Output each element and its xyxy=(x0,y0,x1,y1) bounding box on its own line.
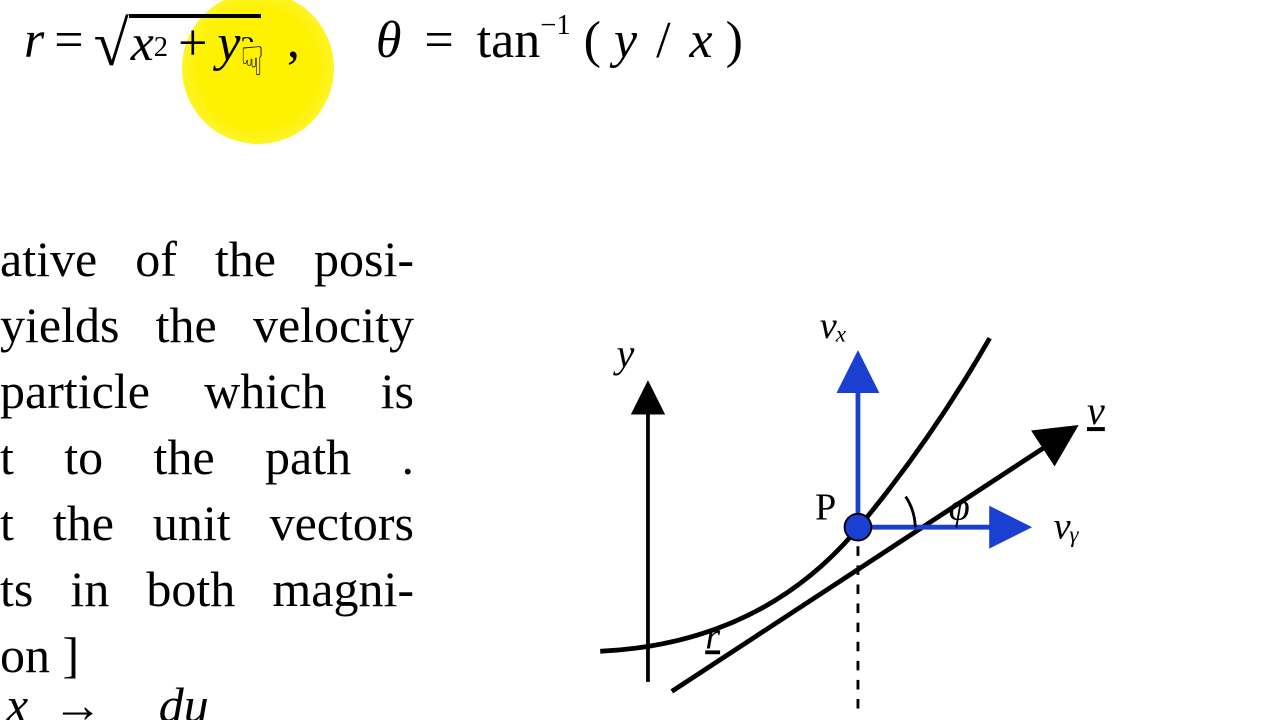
label-vx: vₓ xyxy=(820,305,848,347)
fn-tan: tan xyxy=(477,12,541,69)
frac-du: du xyxy=(159,677,209,720)
text-line-5: t the unit vectors xyxy=(0,490,414,556)
rparen: ) xyxy=(726,12,743,69)
equals-1: = xyxy=(54,11,83,70)
fraction-fragment: x → du xyxy=(0,676,209,720)
label-y: y xyxy=(612,331,634,376)
label-v: v xyxy=(1087,388,1105,433)
point-p xyxy=(845,514,872,541)
angle-phi-arc xyxy=(906,497,916,528)
path-curve xyxy=(600,338,989,651)
tangent-line xyxy=(672,429,1073,692)
var-x: x xyxy=(131,18,154,70)
polar-equations: r = √ x2 + y2 , θ = tan−1 ( y / x ) xyxy=(24,8,743,72)
text-line-1: ative of the posi- xyxy=(0,226,414,292)
frac-top-x: x xyxy=(6,677,28,720)
text-line-3: particle which is xyxy=(0,358,414,424)
sqrt-expression: √ x2 + y2 xyxy=(94,8,261,72)
var-r: r xyxy=(24,11,44,70)
var-theta: θ xyxy=(376,12,402,69)
body-text: ative of the posi- yields the velocity p… xyxy=(0,226,414,688)
plus-op: + xyxy=(178,18,207,70)
exp-2b: 2 xyxy=(241,34,255,63)
comma: , xyxy=(287,11,300,70)
slash: / xyxy=(656,12,670,69)
text-line-4: t to the path . xyxy=(0,424,414,490)
sqrt-body: x2 + y2 xyxy=(129,14,261,70)
arg-x: x xyxy=(690,12,713,69)
label-phi: φ xyxy=(949,487,970,529)
var-y: y xyxy=(217,18,240,70)
theta-equation: θ = tan−1 ( y / x ) xyxy=(376,11,743,70)
velocity-diagram: y vₓ vᵧ v P φ r xyxy=(570,300,1270,720)
exp-inv: −1 xyxy=(540,10,570,41)
equals-2: = xyxy=(424,12,453,69)
arrow-icon: → xyxy=(53,677,103,720)
arg-y: y xyxy=(614,12,637,69)
text-line-2: yields the velocity xyxy=(0,292,414,358)
label-vy: vᵧ xyxy=(1054,506,1080,548)
label-P: P xyxy=(815,487,836,529)
lparen: ( xyxy=(584,12,601,69)
label-r: r xyxy=(705,615,720,657)
exp-2a: 2 xyxy=(154,34,168,63)
sqrt-icon: √ xyxy=(94,12,129,76)
text-line-6: ts in both magni- xyxy=(0,556,414,622)
